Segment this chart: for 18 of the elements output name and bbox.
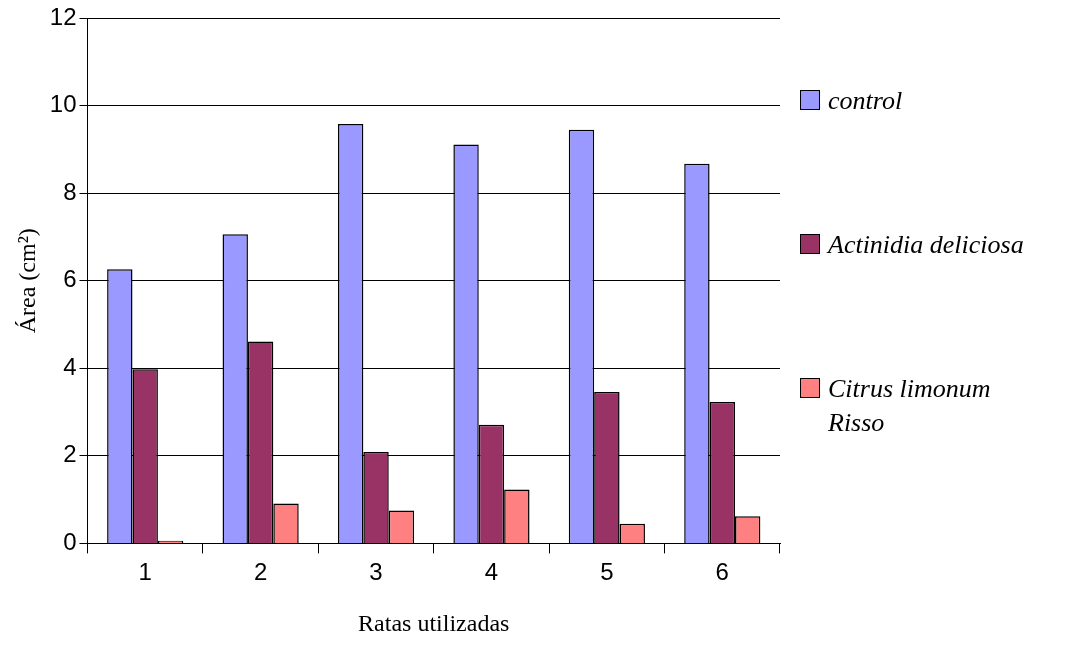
x-tick-label: 5 xyxy=(600,558,614,586)
legend-label: control xyxy=(828,85,903,117)
x-tick-label: 1 xyxy=(138,558,152,586)
x-tick-label: 6 xyxy=(715,558,729,586)
y-tick-label: 12 xyxy=(49,2,77,30)
x-axis-title: Ratas utilizadas xyxy=(358,609,510,636)
x-tick-label: 3 xyxy=(369,558,383,586)
y-tick-label: 8 xyxy=(63,177,77,205)
legend-label: Citrus limonum Risso xyxy=(828,373,992,439)
y-axis-title: Área (cm²) xyxy=(13,228,40,334)
x-tick-label: 4 xyxy=(484,558,499,586)
y-tick-label: 0 xyxy=(63,528,77,556)
x-tick-label: 2 xyxy=(253,558,268,586)
y-tick-label: 2 xyxy=(63,440,77,468)
y-tick-label: 4 xyxy=(63,352,77,380)
y-tick-label: 6 xyxy=(63,265,77,293)
legend-label: Actinidia deliciosa xyxy=(828,229,1024,261)
y-tick-label: 10 xyxy=(49,90,77,118)
